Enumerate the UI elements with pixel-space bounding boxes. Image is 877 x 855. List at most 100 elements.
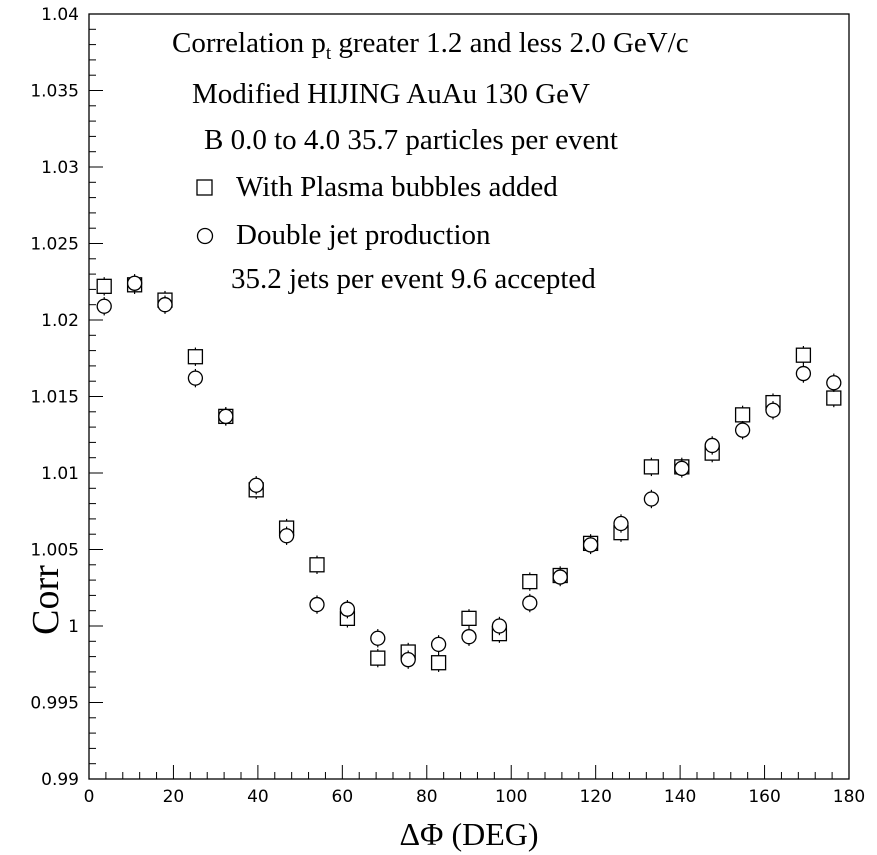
y-tick-label: 0.99: [41, 770, 79, 790]
circle-marker: [582, 537, 599, 553]
square-data-point: [309, 555, 325, 574]
circle-data-point: [552, 567, 568, 587]
circle-marker: [552, 569, 568, 585]
circle-data-point: [613, 514, 629, 533]
circle-data-point: [491, 616, 508, 636]
x-tick-label: 40: [247, 787, 269, 807]
circle-data-point: [461, 627, 477, 646]
y-axis: 0.99 0.995 1 1.005 1.01 1.015 1.02 1.025 1.03 1.0…: [30, 5, 103, 790]
y-axis-title: Corr: [25, 565, 67, 635]
y-tick-label: 1.02: [41, 311, 79, 331]
square-marker: [370, 650, 386, 666]
square-data-point: [187, 347, 204, 366]
circle-marker: [522, 595, 538, 611]
annotation-block: Correlation pt greater 1.2 and less 2.0 …: [172, 27, 689, 295]
legend-label-plasma: With Plasma bubbles added: [236, 171, 558, 203]
circle-data-point: [157, 295, 173, 314]
y-tick-label: 1.01: [41, 464, 79, 484]
square-data-point: [522, 572, 538, 591]
square-marker: [96, 278, 112, 294]
square-data-point: [430, 653, 447, 672]
circle-marker: [613, 515, 629, 532]
circle-marker: [461, 629, 477, 645]
circle-data-point: [218, 407, 234, 426]
circle-data-point: [582, 535, 599, 555]
circle-data-point: [278, 526, 295, 545]
square-marker: [522, 573, 538, 590]
circle-marker: [248, 477, 264, 493]
circle-data-point: [96, 297, 112, 316]
y-tick-label: 1: [68, 617, 79, 637]
circle-data-point: [248, 476, 264, 495]
square-marker: [795, 347, 812, 363]
y-tick-label: 0.995: [30, 694, 79, 714]
circle-marker: [278, 528, 295, 544]
annotation-line-1: Correlation pt greater 1.2 and less 2.0 …: [172, 27, 689, 64]
circle-marker: [370, 630, 386, 646]
x-tick-label: 180: [833, 787, 865, 807]
x-tick-label: 140: [664, 787, 696, 807]
square-marker: [309, 557, 325, 573]
circle-data-point: [765, 401, 781, 420]
square-data-point: [643, 457, 660, 477]
circle-marker: [187, 370, 204, 386]
annotation-line-6: 35.2 jets per event 9.6 accepted: [231, 263, 596, 295]
circle-data-point: [400, 650, 416, 669]
circle-data-point: [126, 274, 143, 293]
circle-data-point: [430, 635, 447, 654]
square-data-point: [370, 648, 386, 668]
circle-marker: [96, 298, 112, 314]
circle-data-point: [309, 595, 325, 614]
y-tick-label: 1.03: [41, 158, 79, 178]
y-tick-label: 1.015: [30, 388, 79, 408]
x-tick-label: 0: [84, 787, 95, 807]
y-tick-label: 1.005: [30, 541, 79, 561]
x-axis-title: ΔΦ (DEG): [399, 816, 538, 852]
circle-marker: [430, 636, 447, 653]
circle-data-point: [643, 489, 660, 509]
circle-data-point: [826, 373, 842, 392]
circle-data-point: [339, 599, 356, 619]
square-marker: [430, 655, 447, 671]
circle-marker: [795, 365, 812, 382]
legend-square-marker: [196, 179, 213, 196]
square-marker: [826, 390, 842, 406]
circle-marker: [674, 460, 690, 477]
circle-marker: [309, 596, 325, 613]
y-tick-label: 1.025: [30, 235, 79, 255]
x-tick-label: 160: [748, 787, 780, 807]
x-tick-label: 60: [332, 787, 354, 807]
circle-marker: [339, 601, 356, 617]
x-tick-label: 120: [579, 787, 611, 807]
x-tick-label: 100: [495, 787, 527, 807]
circle-marker: [400, 652, 416, 668]
y-tick-label: 1.035: [30, 82, 79, 102]
circle-marker: [826, 375, 842, 391]
circle-data-point: [795, 364, 812, 383]
x-tick-label: 20: [163, 787, 185, 807]
circle-marker: [491, 618, 508, 634]
circle-data-point: [704, 436, 720, 455]
circle-marker: [218, 408, 234, 425]
annotation-line-3: B 0.0 to 4.0 35.7 particles per event: [204, 124, 618, 156]
square-marker: [643, 459, 660, 475]
square-marker: [734, 407, 751, 423]
circle-data-point: [370, 629, 386, 648]
circle-marker: [643, 491, 660, 507]
circle-marker: [704, 437, 720, 454]
legend-circle-marker: [196, 227, 214, 245]
data-points: [96, 274, 842, 672]
annotation-line-2: Modified HIJING AuAu 130 GeV: [192, 78, 590, 110]
square-marker: [187, 349, 204, 365]
square-data-point: [96, 277, 112, 296]
square-data-point: [795, 346, 812, 365]
circle-data-point: [522, 593, 538, 613]
circle-data-point: [674, 459, 690, 478]
circle-marker: [126, 275, 143, 291]
circle-marker: [765, 402, 781, 418]
square-marker: [461, 610, 477, 626]
x-tick-label: 80: [416, 787, 438, 807]
circle-data-point: [734, 420, 751, 440]
circle-marker: [157, 297, 173, 313]
